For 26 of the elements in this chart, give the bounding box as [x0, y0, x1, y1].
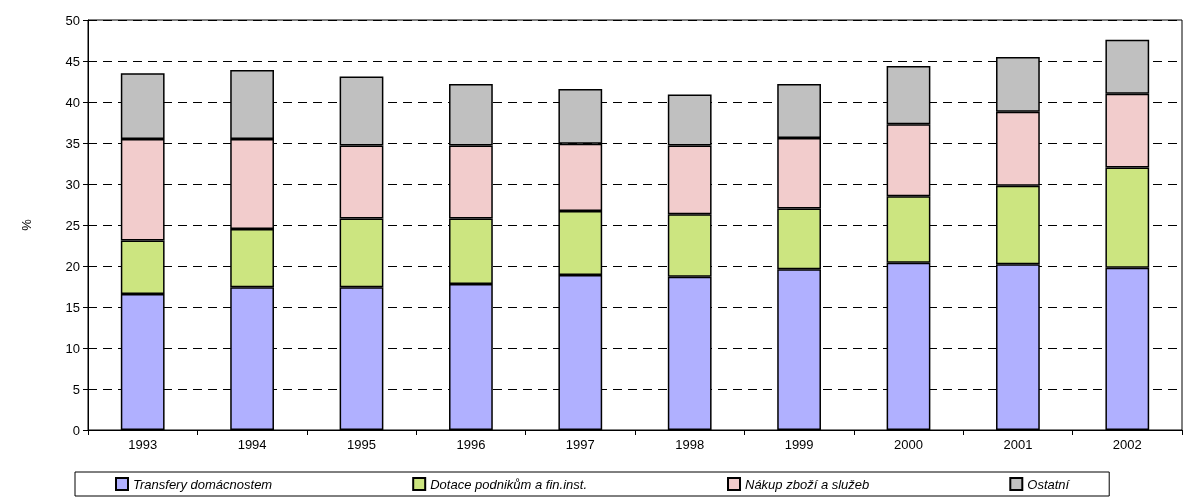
x-tick-label: 1995	[347, 437, 376, 452]
y-tick-label: 45	[65, 53, 80, 69]
x-tick-label: 1998	[675, 437, 705, 452]
legend-label: Ostatní	[1027, 476, 1071, 492]
y-tick-label: 10	[65, 340, 80, 356]
x-tick-label: 2001	[1003, 437, 1033, 452]
y-tick-label: 30	[65, 176, 80, 192]
legend-label: Transfery domácnostem	[133, 476, 273, 492]
x-tick-label: 1997	[565, 437, 595, 452]
y-tick-label: 40	[65, 94, 80, 110]
x-tick-label: 1999	[784, 437, 814, 452]
legend-label: Dotace podnikům a fin.inst.	[430, 476, 588, 492]
y-tick-label: 35	[65, 135, 80, 151]
x-tick-label: 1993	[128, 437, 158, 452]
y-tick-label: 25	[65, 217, 80, 233]
y-tick-label: 15	[65, 299, 80, 315]
y-tick-label: 20	[65, 258, 80, 274]
y-tick-label: 0	[72, 422, 80, 438]
y-tick-label: 5	[72, 381, 80, 397]
y-tick-label: 50	[65, 12, 80, 28]
legend-label: Nákup zboží a služeb	[745, 476, 870, 492]
x-tick-label: 1994	[237, 437, 267, 452]
x-tick-label: 2002	[1112, 437, 1142, 452]
x-tick-label: 1996	[456, 437, 486, 452]
x-tick-label: 2000	[894, 437, 923, 452]
y-axis-title: %	[19, 218, 34, 231]
